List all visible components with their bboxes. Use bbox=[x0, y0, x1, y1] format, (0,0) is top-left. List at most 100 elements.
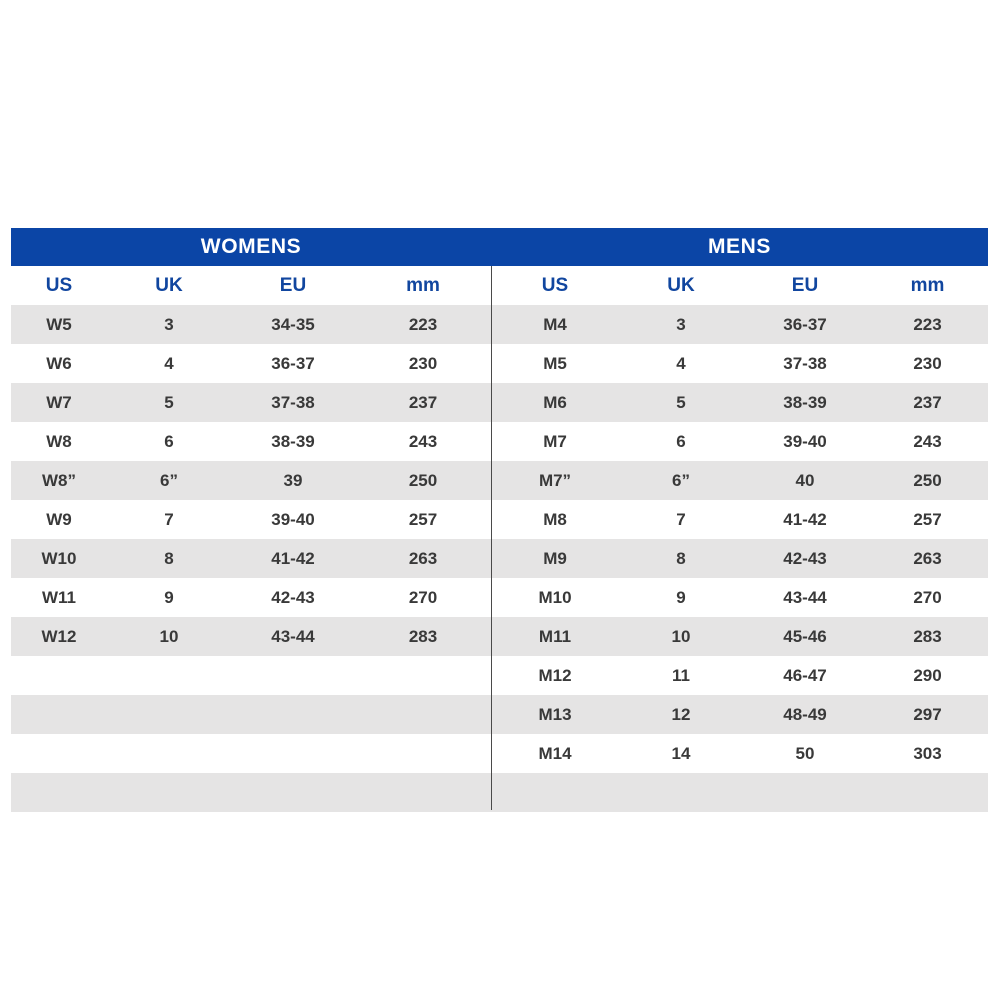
womens-cell-eu: 39 bbox=[283, 470, 303, 490]
mens-cell-mm: 263 bbox=[913, 548, 942, 568]
womens-cell-eu bbox=[231, 656, 355, 695]
womens-cell-eu bbox=[231, 695, 355, 734]
mens-cell-mm: 243 bbox=[913, 431, 942, 451]
mens-cell-mm: 250 bbox=[913, 470, 942, 490]
mens-cell-uk: 7 bbox=[676, 509, 686, 529]
mens-cell-us: M14 bbox=[538, 743, 572, 763]
table-row: M13 12 48-49 297 bbox=[11, 695, 988, 734]
womens-cell-us: W6 bbox=[46, 353, 72, 373]
mens-cell-us: M5 bbox=[543, 353, 567, 373]
table-row: M14 14 50 303 bbox=[11, 734, 988, 773]
mens-col-header-mm: mm bbox=[910, 274, 945, 296]
mens-cell-eu: 41-42 bbox=[783, 509, 827, 529]
mens-row-cells: M7” 6” 40 250 bbox=[491, 461, 988, 500]
womens-cell-mm: 243 bbox=[408, 431, 438, 451]
mens-cell-mm: 230 bbox=[913, 353, 942, 373]
womens-cell-eu: 42-43 bbox=[271, 587, 315, 607]
mens-cell-uk: 5 bbox=[676, 392, 686, 412]
mens-cell-eu: 42-43 bbox=[783, 548, 827, 568]
mens-cell-us: M13 bbox=[538, 704, 572, 724]
chart-title-bar: WOMENS MENS bbox=[11, 228, 988, 266]
womens-cell-eu: 38-39 bbox=[271, 431, 315, 451]
womens-row-cells: W8 6 38-39 243 bbox=[11, 422, 491, 461]
womens-cell-us: W7 bbox=[46, 392, 72, 412]
mens-cell-eu: 40 bbox=[795, 470, 815, 490]
table-row bbox=[11, 773, 988, 812]
mens-cell-mm: 270 bbox=[913, 587, 942, 607]
womens-row-cells bbox=[11, 734, 491, 773]
womens-row-cells bbox=[11, 695, 491, 734]
mens-cell-eu: 39-40 bbox=[783, 431, 827, 451]
womens-col-header-uk: UK bbox=[155, 274, 183, 296]
mens-cell-eu: 48-49 bbox=[783, 704, 827, 724]
womens-cell-mm: 250 bbox=[408, 470, 438, 490]
womens-cell-us bbox=[11, 656, 107, 695]
mens-cell-eu: 46-47 bbox=[783, 665, 827, 685]
mens-cell-eu: 38-39 bbox=[783, 392, 827, 412]
size-rows: W5 3 34-35 223 M4 3 36-37 223 W6 4 36-37 230 M5 4 37-3… bbox=[11, 305, 988, 812]
womens-section-title: WOMENS bbox=[200, 235, 302, 258]
womens-cell-mm bbox=[355, 695, 491, 734]
mens-cell-us: M12 bbox=[538, 665, 572, 685]
table-row: W6 4 36-37 230 M5 4 37-38 230 bbox=[11, 344, 988, 383]
womens-cell-us: W10 bbox=[41, 548, 77, 568]
womens-col-header-mm: mm bbox=[406, 274, 440, 296]
womens-cell-mm: 283 bbox=[408, 626, 438, 646]
mens-row-cells: M9 8 42-43 263 bbox=[491, 539, 988, 578]
womens-row-cells bbox=[11, 773, 491, 812]
mens-cell-us: M9 bbox=[543, 548, 567, 568]
mens-cell-eu: 43-44 bbox=[783, 587, 827, 607]
womens-cell-uk bbox=[107, 773, 231, 812]
womens-row-cells: W9 7 39-40 257 bbox=[11, 500, 491, 539]
womens-cell-eu: 41-42 bbox=[271, 548, 315, 568]
table-row: W12 10 43-44 283 M11 10 45-46 283 bbox=[11, 617, 988, 656]
mens-column-headers: US UK EU mm bbox=[491, 266, 988, 305]
womens-cell-eu: 39-40 bbox=[271, 509, 315, 529]
womens-cell-us: W12 bbox=[41, 626, 77, 646]
mens-cell-eu: 45-46 bbox=[783, 626, 827, 646]
table-row: W5 3 34-35 223 M4 3 36-37 223 bbox=[11, 305, 988, 344]
mens-cell-us: M11 bbox=[538, 626, 572, 646]
mens-cell-mm: 290 bbox=[913, 665, 942, 685]
womens-cell-uk bbox=[107, 656, 231, 695]
mens-cell-uk: 11 bbox=[672, 665, 690, 685]
womens-row-cells: W10 8 41-42 263 bbox=[11, 539, 491, 578]
mens-cell-eu: 50 bbox=[795, 743, 815, 763]
mens-row-cells: M12 11 46-47 290 bbox=[491, 656, 988, 695]
mens-row-cells: M11 10 45-46 283 bbox=[491, 617, 988, 656]
womens-cell-mm: 270 bbox=[408, 587, 438, 607]
womens-cell-mm bbox=[355, 656, 491, 695]
womens-cell-uk: 5 bbox=[164, 392, 174, 412]
womens-col-header-eu: EU bbox=[279, 274, 307, 296]
mens-cell-mm: 257 bbox=[913, 509, 942, 529]
mens-cell-eu bbox=[743, 773, 867, 812]
mens-cell-uk bbox=[619, 773, 743, 812]
mens-row-cells: M13 12 48-49 297 bbox=[491, 695, 988, 734]
mens-row-cells: M4 3 36-37 223 bbox=[491, 305, 988, 344]
mens-col-header-us: US bbox=[541, 274, 569, 296]
womens-cell-us: W11 bbox=[41, 587, 77, 607]
size-chart: WOMENS MENS US UK EU mm US UK EU mm W5 3 3… bbox=[11, 228, 988, 812]
womens-cell-mm: 257 bbox=[408, 509, 438, 529]
mens-cell-us bbox=[491, 773, 619, 812]
womens-cell-mm bbox=[355, 734, 491, 773]
table-row: W8” 6” 39 250 M7” 6” 40 250 bbox=[11, 461, 988, 500]
mens-row-cells: M6 5 38-39 237 bbox=[491, 383, 988, 422]
womens-col-header-us: US bbox=[45, 274, 73, 296]
mens-cell-eu: 37-38 bbox=[783, 353, 827, 373]
table-row: W11 9 42-43 270 M10 9 43-44 270 bbox=[11, 578, 988, 617]
table-divider bbox=[491, 266, 492, 810]
womens-cell-uk: 10 bbox=[159, 626, 179, 646]
womens-cell-us bbox=[11, 695, 107, 734]
womens-row-cells: W6 4 36-37 230 bbox=[11, 344, 491, 383]
womens-row-cells: W7 5 37-38 237 bbox=[11, 383, 491, 422]
womens-row-cells: W11 9 42-43 270 bbox=[11, 578, 491, 617]
mens-cell-mm: 223 bbox=[913, 314, 942, 334]
womens-row-cells: W8” 6” 39 250 bbox=[11, 461, 491, 500]
mens-cell-uk: 10 bbox=[671, 626, 691, 646]
womens-column-headers: US UK EU mm bbox=[11, 266, 491, 305]
womens-row-cells bbox=[11, 656, 491, 695]
mens-cell-mm: 303 bbox=[913, 743, 942, 763]
mens-cell-us: M4 bbox=[543, 314, 567, 334]
mens-cell-us: M7” bbox=[538, 470, 572, 490]
